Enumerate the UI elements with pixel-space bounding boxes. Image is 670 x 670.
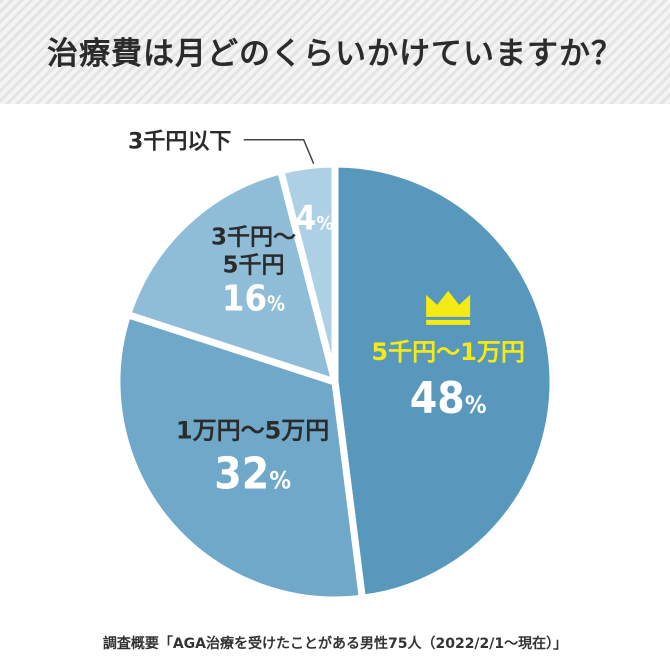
slice-value-label: 16% [222,279,285,320]
pie-slice [113,311,366,604]
slice-category-label: 3千円～ 5千円 [211,225,296,279]
survey-note: 調査概要「AGA治療を受けたことがある男性75人（2022/2/1～現在）」 [102,636,568,652]
slice-value-label: 48% [410,373,487,424]
pie-slice [124,167,339,386]
crown-icon [426,290,471,325]
leader-line [243,138,315,165]
pie-slice [331,160,557,602]
chart-title: 治療費は月どのくらいかけていますか？ [47,36,623,72]
slice-category-label: 3千円以下 [128,130,231,155]
slice-value-label: 4% [295,199,333,239]
slice-category-label: 5千円～1万円 [371,338,524,366]
banner-divider [0,104,670,108]
title-banner [0,0,670,108]
slice-category-label: 1万円～5万円 [176,416,329,444]
pie-slice [277,160,339,386]
slice-value-label: 32% [214,448,291,499]
